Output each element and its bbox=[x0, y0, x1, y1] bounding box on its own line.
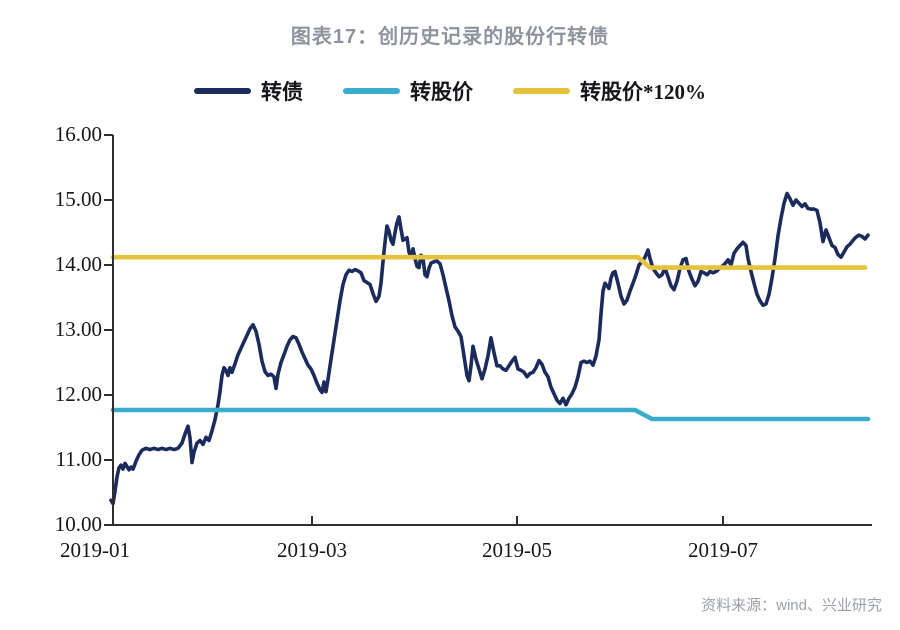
y-tick-label: 10.00 bbox=[54, 512, 102, 536]
legend-swatch-conversion-price-icon bbox=[343, 88, 400, 94]
y-tick-label: 11.00 bbox=[55, 447, 102, 471]
y-tick-label: 15.00 bbox=[54, 187, 102, 211]
series-line-conversion-price-120 bbox=[110, 254, 868, 270]
x-tick-label: 2019-07 bbox=[688, 538, 758, 562]
series-line-conversion-price bbox=[110, 407, 871, 422]
legend-label-bond: 转债 bbox=[261, 80, 303, 104]
legend-swatch-bond-icon bbox=[194, 88, 251, 94]
legend: 转债 转股价 转股价*120% bbox=[0, 76, 900, 106]
y-tick-label: 12.00 bbox=[54, 382, 102, 406]
legend-swatch-conversion-price-120-icon bbox=[513, 88, 570, 94]
series-line-bond bbox=[109, 191, 870, 506]
x-tick-label: 2019-05 bbox=[482, 538, 552, 562]
legend-label-conversion-price-120: 转股价*120% bbox=[580, 80, 706, 104]
legend-item-conversion-price-120: 转股价*120% bbox=[513, 76, 706, 106]
y-tick-label: 14.00 bbox=[54, 252, 102, 276]
chart-title: 图表17：创历史记录的股份行转债 bbox=[290, 26, 610, 48]
source-note: 资料来源：wind、兴业研究 bbox=[701, 597, 882, 614]
legend-label-conversion-price: 转股价 bbox=[410, 80, 473, 104]
x-tick-label: 2019-03 bbox=[277, 538, 347, 562]
x-tick-label: 2019-01 bbox=[60, 538, 130, 562]
legend-item-conversion-price: 转股价 bbox=[343, 76, 473, 106]
axis-lines bbox=[112, 135, 872, 526]
y-tick-label: 13.00 bbox=[54, 317, 102, 341]
y-tick-label: 16.00 bbox=[54, 122, 102, 146]
legend-item-bond: 转债 bbox=[194, 76, 303, 106]
